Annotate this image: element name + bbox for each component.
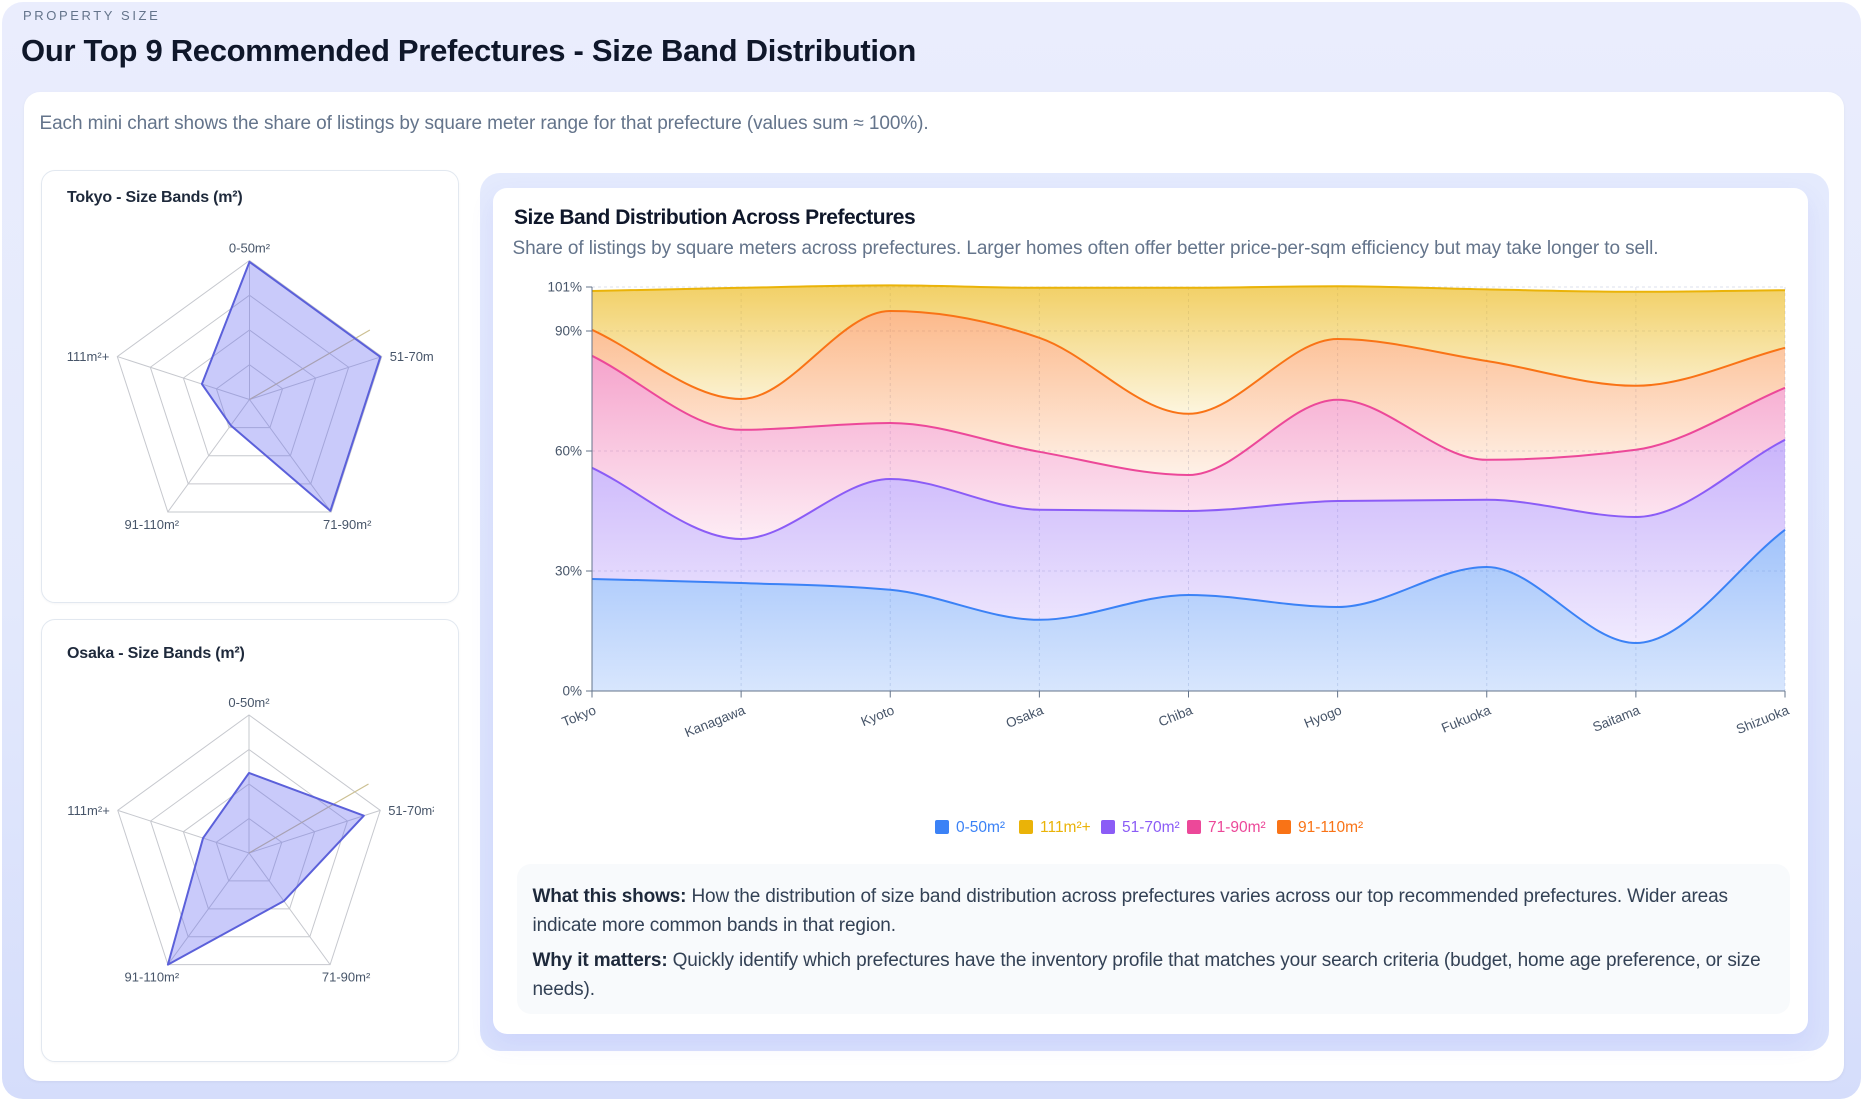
svg-text:Kyoto: Kyoto: [859, 702, 897, 729]
svg-text:60%: 60%: [555, 444, 582, 459]
svg-text:91-110m²: 91-110m²: [125, 970, 180, 985]
svg-text:Hyogo: Hyogo: [1302, 702, 1344, 731]
svg-text:Chiba: Chiba: [1156, 702, 1195, 729]
svg-text:Fukuoka: Fukuoka: [1439, 702, 1493, 735]
svg-text:111m²+: 111m²+: [67, 349, 110, 364]
svg-text:90%: 90%: [555, 324, 582, 339]
svg-text:0%: 0%: [562, 684, 582, 699]
svg-text:0-50m²: 0-50m²: [228, 695, 270, 710]
svg-text:Shizuoka: Shizuoka: [1734, 702, 1792, 737]
svg-text:Saitama: Saitama: [1590, 702, 1642, 735]
svg-text:30%: 30%: [555, 564, 582, 579]
svg-text:Osaka: Osaka: [1004, 702, 1046, 731]
svg-text:Kanagawa: Kanagawa: [682, 702, 747, 740]
svg-text:101%: 101%: [547, 280, 582, 295]
svg-text:51-70m²: 51-70m²: [388, 803, 437, 818]
svg-text:0-50m²: 0-50m²: [229, 241, 271, 256]
svg-text:Tokyo: Tokyo: [560, 702, 598, 729]
svg-text:51-70m²: 51-70m²: [390, 349, 439, 364]
svg-text:71-90m²: 71-90m²: [322, 970, 371, 985]
svg-text:111m²+: 111m²+: [67, 803, 110, 818]
svg-text:71-90m²: 71-90m²: [323, 517, 372, 532]
svg-text:91-110m²: 91-110m²: [124, 517, 179, 532]
